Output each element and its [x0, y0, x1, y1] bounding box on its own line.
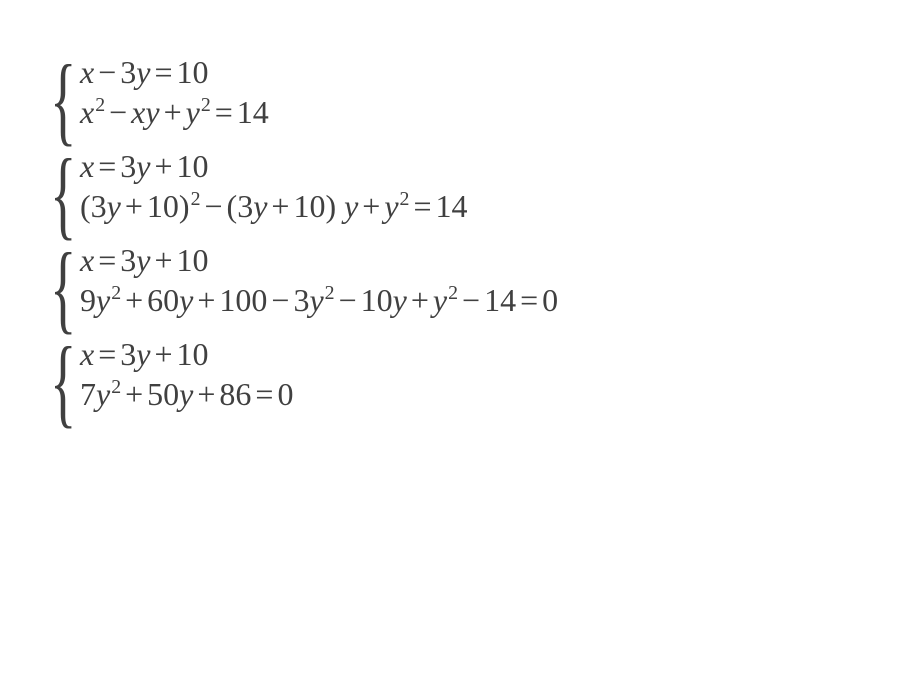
left-brace-icon: { [50, 144, 76, 244]
equation-line: x=3y+10 [80, 244, 850, 276]
equation-line: (3y+10)2−(3y+10) y+y2=14 [80, 190, 850, 222]
equation-systems-container: {x−3y=10x2−xy+y2=14{x=3y+10(3y+10)2−(3y+… [50, 56, 850, 410]
equation-system: {x=3y+109y2+60y+100−3y2−10y+y2−14=0 [50, 244, 850, 316]
equation-line: x−3y=10 [80, 56, 850, 88]
equation-system: {x−3y=10x2−xy+y2=14 [50, 56, 850, 128]
equation-line: 9y2+60y+100−3y2−10y+y2−14=0 [80, 284, 850, 316]
left-brace-icon: { [50, 238, 76, 338]
equation-line: x=3y+10 [80, 150, 850, 182]
equation-line: 7y2+50y+86=0 [80, 378, 850, 410]
equation-line: x=3y+10 [80, 338, 850, 370]
left-brace-icon: { [50, 50, 76, 150]
equation-line: x2−xy+y2=14 [80, 96, 850, 128]
equation-system: {x=3y+10(3y+10)2−(3y+10) y+y2=14 [50, 150, 850, 222]
math-derivation-page: {x−3y=10x2−xy+y2=14{x=3y+10(3y+10)2−(3y+… [0, 0, 900, 472]
equation-system: {x=3y+107y2+50y+86=0 [50, 338, 850, 410]
left-brace-icon: { [50, 332, 76, 432]
